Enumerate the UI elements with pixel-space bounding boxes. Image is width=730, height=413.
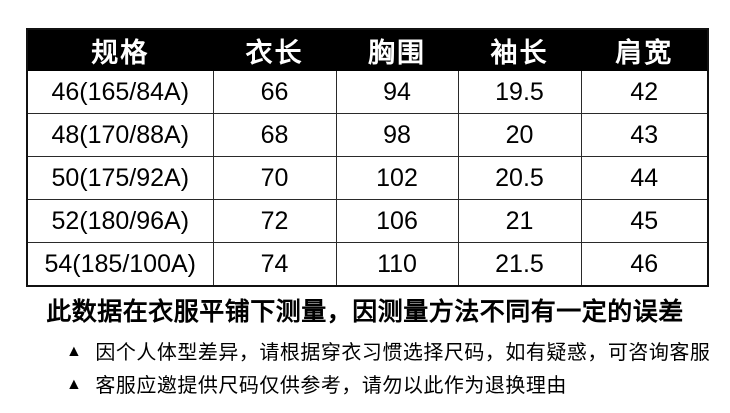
value-cell: 46 [580,242,709,287]
col-header-garment-length: 衣长 [212,28,337,71]
table-row: 54(185/100A) 74 110 21.5 46 [26,242,709,287]
value-cell: 102 [335,156,459,200]
table-row: 50(175/92A) 70 102 20.5 44 [26,156,709,200]
value-cell: 70 [212,156,337,200]
disclaimer-line: ▲ 客服应邀提供尺码仅供参考，请勿以此作为退换理由 [66,369,567,398]
value-cell: 45 [580,199,709,243]
value-cell: 21 [457,199,582,243]
size-cell: 48(170/88A) [26,113,214,157]
value-cell: 72 [212,199,337,243]
value-cell: 20.5 [457,156,582,200]
triangle-bullet-icon: ▲ [66,375,83,393]
value-cell: 42 [580,70,709,114]
table-row: 48(170/88A) 68 98 20 43 [26,113,709,157]
value-cell: 110 [335,242,459,287]
col-header-chest: 胸围 [335,28,459,71]
value-cell: 74 [212,242,337,287]
measurement-note: 此数据在衣服平铺下测量，因测量方法不同有一定的误差 [46,298,684,326]
disclaimer-text: 因个人体型差异，请根据穿衣习惯选择尺码，如有疑惑，可咨询客服 [95,342,711,364]
header-row: 规格 衣长 胸围 袖长 肩宽 [26,28,709,71]
value-cell: 106 [335,199,459,243]
disclaimer-text: 客服应邀提供尺码仅供参考，请勿以此作为退换理由 [95,375,567,397]
size-cell: 52(180/96A) [26,199,214,243]
col-header-sleeve-length: 袖长 [457,28,582,71]
table-row: 46(165/84A) 66 94 19.5 42 [26,70,709,114]
triangle-bullet-icon: ▲ [66,342,83,360]
value-cell: 21.5 [457,242,582,287]
size-cell: 46(165/84A) [26,70,214,114]
value-cell: 94 [335,70,459,114]
value-cell: 98 [335,113,459,157]
value-cell: 20 [457,113,582,157]
size-spec-table: 规格 衣长 胸围 袖长 肩宽 46(165/84A) 66 94 19.5 42… [26,28,709,287]
table-row: 52(180/96A) 72 106 21 45 [26,199,709,243]
disclaimer-line: ▲ 因个人体型差异，请根据穿衣习惯选择尺码，如有疑惑，可咨询客服 [66,336,710,365]
size-cell: 54(185/100A) [26,242,214,287]
value-cell: 19.5 [457,70,582,114]
value-cell: 68 [212,113,337,157]
size-cell: 50(175/92A) [26,156,214,200]
col-header-spec: 规格 [26,28,214,71]
value-cell: 43 [580,113,709,157]
value-cell: 44 [580,156,709,200]
col-header-shoulder-width: 肩宽 [580,28,709,71]
value-cell: 66 [212,70,337,114]
